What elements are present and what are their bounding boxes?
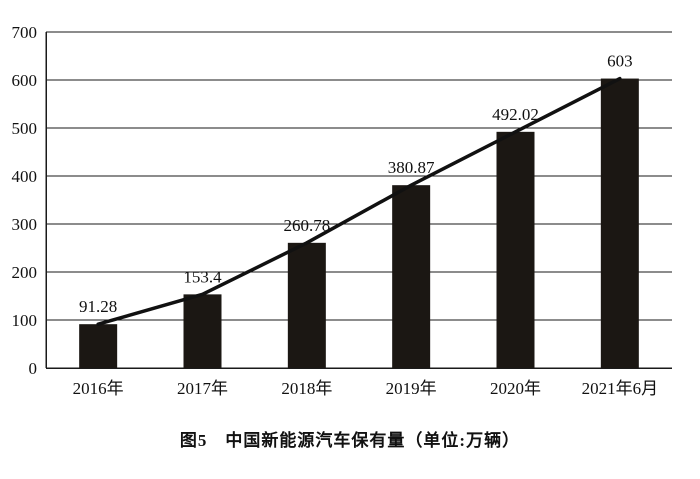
bar: [79, 324, 118, 368]
y-axis-tick-label: 100: [12, 311, 38, 330]
trend-line: [96, 76, 622, 326]
chart-caption: 图5 中国新能源汽车保有量（单位:万辆）: [179, 431, 521, 450]
bar-value-label: 380.87: [388, 158, 435, 177]
x-axis-tick-label: 2020年: [490, 379, 541, 398]
x-axis-tick-label: 2017年: [177, 379, 228, 398]
bar: [287, 242, 326, 368]
bar: [392, 185, 431, 368]
y-axis-tick-label: 300: [12, 215, 38, 234]
bar-line-chart: 0 100 200 300 400 500 600 700 91.28 153.4 260.78 38…: [12, 23, 672, 398]
y-axis-tick-label: 600: [12, 71, 38, 90]
bar-value-label: 603: [607, 52, 633, 71]
chart-area: 0 100 200 300 400 500 600 700 91.28 153.4 260.78 38…: [0, 6, 700, 410]
y-axis-tick-label: 200: [12, 263, 38, 282]
bar-value-label: 153.4: [183, 267, 222, 286]
bar: [496, 131, 535, 368]
x-axis-tick-label: 2019年: [386, 379, 437, 398]
bar: [183, 294, 222, 368]
bar-value-label: 91.28: [79, 297, 117, 316]
x-axis-tick-label: 2021年6月: [582, 379, 659, 398]
bar: [600, 78, 639, 368]
y-axis-tick-label: 500: [12, 119, 38, 138]
bar-value-label: 260.78: [283, 216, 330, 235]
x-axis-tick-label: 2016年: [73, 379, 124, 398]
y-axis-tick-label: 400: [12, 167, 38, 186]
y-axis-tick-label: 0: [29, 359, 38, 378]
bar-value-label: 492.02: [492, 105, 539, 124]
x-axis-tick-label: 2018年: [281, 379, 332, 398]
y-axis-tick-label: 700: [12, 23, 38, 42]
